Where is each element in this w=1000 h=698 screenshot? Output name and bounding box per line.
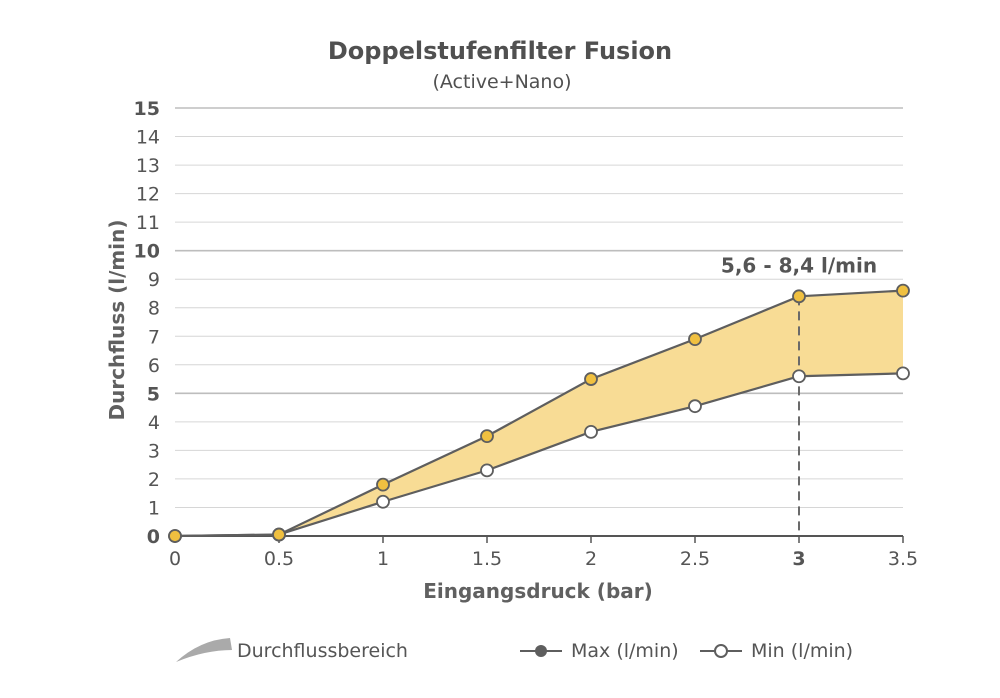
max-point	[168, 529, 182, 543]
y-tick-label: 11	[136, 212, 160, 234]
max-point	[376, 477, 390, 492]
chart-title: Doppelstufenfilter Fusion	[328, 37, 672, 65]
legend-max-marker	[535, 645, 547, 657]
x-tick-label: 1.5	[472, 548, 502, 570]
y-tick-label: 10	[134, 241, 160, 263]
y-tick-label: 9	[148, 269, 160, 291]
x-tick-label: 3.5	[888, 548, 918, 570]
x-axis-ticks: 0 0.5 1 1.5 2 2.5 3 3.5	[169, 536, 918, 570]
y-tick-label: 12	[136, 184, 160, 206]
min-point	[376, 494, 390, 509]
series-lines	[174, 289, 904, 538]
max-point	[688, 332, 702, 347]
legend-band-swatch	[176, 638, 232, 662]
y-tick-label: 14	[136, 127, 160, 149]
max-point	[272, 527, 286, 542]
max-point	[792, 289, 806, 304]
y-tick-label: 5	[147, 383, 160, 405]
min-series-line	[174, 372, 904, 538]
y-tick-label: 6	[148, 355, 160, 377]
y-tick-label: 7	[148, 326, 160, 348]
x-tick-label: 2	[585, 548, 597, 570]
y-tick-label: 3	[148, 440, 160, 462]
min-point	[896, 366, 910, 381]
max-point	[584, 372, 598, 386]
chart-subtitle: (Active+Nano)	[432, 71, 571, 93]
min-point	[688, 399, 702, 414]
max-point	[480, 429, 494, 444]
x-tick-label: 1	[377, 548, 389, 570]
y-axis-label: Durchfluss (l/min)	[105, 219, 129, 420]
y-tick-label: 8	[148, 298, 160, 320]
range-band-area	[175, 290, 903, 536]
y-tick-label: 13	[136, 155, 160, 177]
range-annotation: 5,6 - 8,4 l/min	[721, 253, 877, 277]
legend-band-label: Durchflussbereich	[237, 640, 408, 662]
x-axis-label: Eingangsdruck (bar)	[423, 579, 653, 603]
min-point	[584, 424, 598, 439]
legend-max-label: Max (l/min)	[571, 640, 679, 662]
legend-min-marker	[714, 644, 728, 658]
series-points	[168, 283, 910, 543]
y-tick-label: 4	[148, 412, 160, 434]
legend-min-label: Min (l/min)	[751, 640, 853, 662]
x-tick-label: 0.5	[264, 548, 294, 570]
x-tick-label: 0	[169, 548, 181, 570]
flow-range-band	[175, 290, 903, 536]
y-tick-label: 1	[148, 497, 160, 519]
x-tick-label: 2.5	[680, 548, 710, 570]
y-tick-label: 0	[147, 526, 160, 548]
x-tick-label: 3	[792, 548, 805, 570]
max-point	[896, 283, 910, 298]
min-point	[480, 463, 494, 478]
min-point	[792, 369, 806, 384]
y-tick-label: 15	[134, 98, 160, 120]
y-tick-label: 2	[148, 469, 160, 491]
legend: Durchflussbereich Max (l/min) Min (l/min…	[176, 638, 853, 662]
max-series-line	[174, 289, 904, 538]
